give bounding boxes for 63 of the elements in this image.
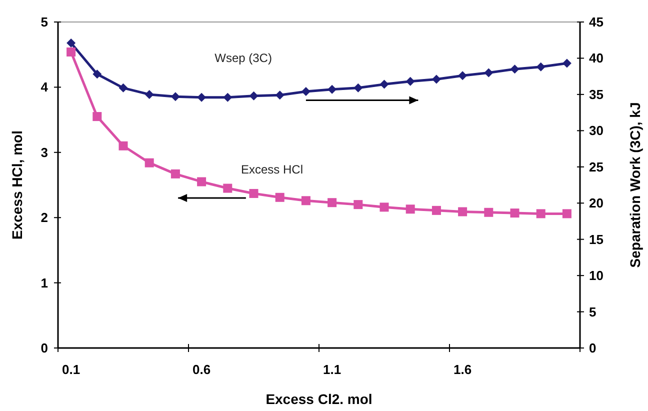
point xyxy=(432,206,441,215)
x-tick-label: 0.6 xyxy=(192,362,211,377)
point xyxy=(510,208,520,218)
point xyxy=(301,87,310,96)
y-tick-label: 1 xyxy=(40,275,48,290)
y2-tick-label: 5 xyxy=(589,304,596,320)
point xyxy=(458,71,468,80)
point xyxy=(223,184,232,193)
point xyxy=(170,169,180,178)
point xyxy=(536,209,546,218)
point xyxy=(432,74,441,84)
x-tick-label: 1.6 xyxy=(454,362,472,377)
y-axis-title: Excess HCl, mol xyxy=(9,130,25,240)
point xyxy=(275,192,284,202)
point xyxy=(328,198,337,208)
y-tick-label: 4 xyxy=(40,80,49,95)
point xyxy=(484,208,494,217)
point xyxy=(118,83,128,92)
y2-tick-label: 15 xyxy=(589,232,604,247)
point xyxy=(536,62,546,72)
point xyxy=(66,47,76,56)
series-label: Excess HCl xyxy=(241,162,304,176)
point xyxy=(144,158,154,168)
y2-tick-label: 30 xyxy=(589,123,604,138)
point xyxy=(562,209,572,218)
y2-tick-label: 25 xyxy=(589,159,604,174)
point xyxy=(118,141,128,150)
point xyxy=(458,207,468,216)
y-tick-label: 5 xyxy=(40,14,48,30)
y2-tick-label: 45 xyxy=(589,14,604,30)
y2-tick-label: 10 xyxy=(589,268,604,284)
x-axis-title: Excess Cl2. mol xyxy=(266,391,372,407)
x-tick-label: 0.1 xyxy=(62,362,80,377)
point xyxy=(170,92,180,102)
y-tick-label: 0 xyxy=(40,340,48,356)
point xyxy=(92,112,102,122)
point xyxy=(66,38,76,48)
y2-axis-title: Separation Work (3C), kJ xyxy=(627,102,643,268)
point xyxy=(197,177,206,186)
point xyxy=(301,196,310,206)
point xyxy=(354,83,363,92)
text: Wsep (3C) xyxy=(214,50,272,65)
point xyxy=(406,76,415,86)
point xyxy=(562,58,572,68)
y2-tick-label: 20 xyxy=(589,196,604,211)
point xyxy=(249,91,258,100)
point xyxy=(354,200,363,210)
y-tick-label: 3 xyxy=(40,144,48,160)
point xyxy=(510,64,520,74)
y-tick-label: 2 xyxy=(40,210,48,226)
point xyxy=(144,90,154,99)
y2-tick-label: 35 xyxy=(589,86,604,102)
point xyxy=(484,68,494,78)
point xyxy=(328,84,337,94)
y2-tick-label: 0 xyxy=(589,340,596,356)
point xyxy=(223,92,232,102)
point xyxy=(380,80,389,89)
point xyxy=(380,202,389,212)
y2-tick-label: 40 xyxy=(589,50,604,66)
point xyxy=(406,204,415,214)
point xyxy=(249,188,258,198)
x-tick-label: 1.1 xyxy=(323,362,342,377)
point xyxy=(92,70,102,79)
